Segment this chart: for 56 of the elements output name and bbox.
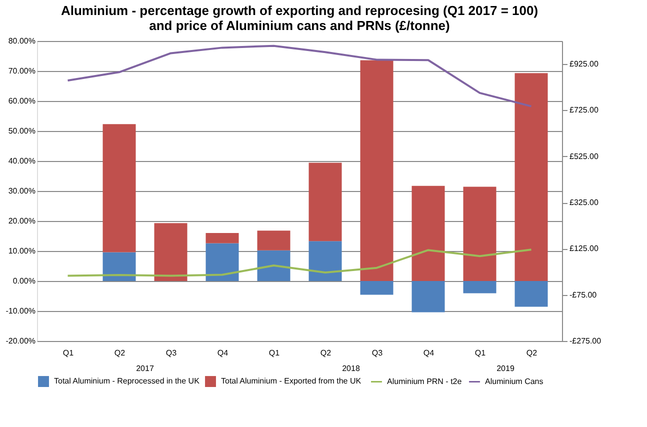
x-tick-label: Q3 (166, 348, 178, 358)
text: 2019 (496, 364, 515, 373)
y-tick-label: 40.00% (8, 156, 36, 166)
y2-tick-label: £125.00 (570, 244, 599, 254)
x-tick-label: Q2 (320, 348, 332, 358)
legend-label: Total Aluminium - Exported from the UK (221, 376, 362, 386)
y2-tick-label: £725.00 (570, 106, 599, 115)
y2-tick-label: -£75.00 (570, 290, 598, 300)
bar (154, 223, 188, 281)
y-tick-label: 60.00% (8, 96, 36, 106)
y-tick-label: 30.00% (8, 186, 36, 196)
bar (360, 281, 394, 295)
bar (102, 252, 136, 281)
y2-tick-label: -£275.00 (570, 336, 602, 346)
y2-tick-label: £325.00 (570, 198, 599, 208)
x-tick-label: Q4 (423, 348, 435, 358)
bar (308, 241, 342, 281)
y-tick-label: 20.00% (8, 216, 36, 226)
bar (514, 73, 548, 281)
bar (412, 186, 445, 281)
bar (102, 124, 136, 252)
legend-label: Aluminium Cans (485, 376, 544, 386)
text: 2018 (342, 364, 360, 373)
y2-tick-label: £525.00 (570, 152, 599, 161)
x-tick-label: Q1 (474, 348, 486, 358)
bar (463, 281, 496, 294)
text: Aluminium - percentage growth of exporting and reprocesing (Q1 2017 = 100) (60, 3, 538, 18)
bar (308, 162, 342, 242)
bar (206, 243, 239, 281)
x-tick-label: Q1 (268, 348, 280, 358)
bar (412, 281, 445, 312)
x-tick-label: Q4 (217, 348, 229, 358)
bar (257, 230, 290, 250)
line-series (66, 44, 532, 108)
x-tick-label: Q2 (526, 348, 538, 358)
bar (463, 186, 496, 281)
line-series (66, 248, 532, 277)
y2-tick-label: £925.00 (570, 60, 599, 69)
legend-label: Aluminium PRN - t2e (387, 376, 462, 386)
x-tick-label: Q3 (372, 348, 384, 358)
y-tick-label: -10.00% (6, 306, 36, 316)
x-tick-label: Q2 (114, 348, 126, 358)
bar (257, 250, 290, 281)
bar (360, 60, 394, 281)
bar (514, 281, 548, 307)
legend-label: Total Aluminium - Reprocessed in the UK (54, 376, 200, 386)
x-tick-label: Q1 (62, 348, 74, 358)
y-tick-label: 70.00% (8, 66, 36, 76)
y-tick-label: 10.00% (8, 246, 36, 256)
text: 2017 (136, 364, 154, 373)
y-tick-label: 0.00% (12, 276, 36, 286)
y-tick-label: 80.00% (8, 36, 36, 46)
bar (206, 233, 239, 244)
y-tick-label: -20.00% (6, 336, 36, 346)
y-tick-label: 50.00% (8, 126, 36, 136)
text: and price of Aluminium cans and PRNs (£/tonne) (149, 18, 450, 33)
